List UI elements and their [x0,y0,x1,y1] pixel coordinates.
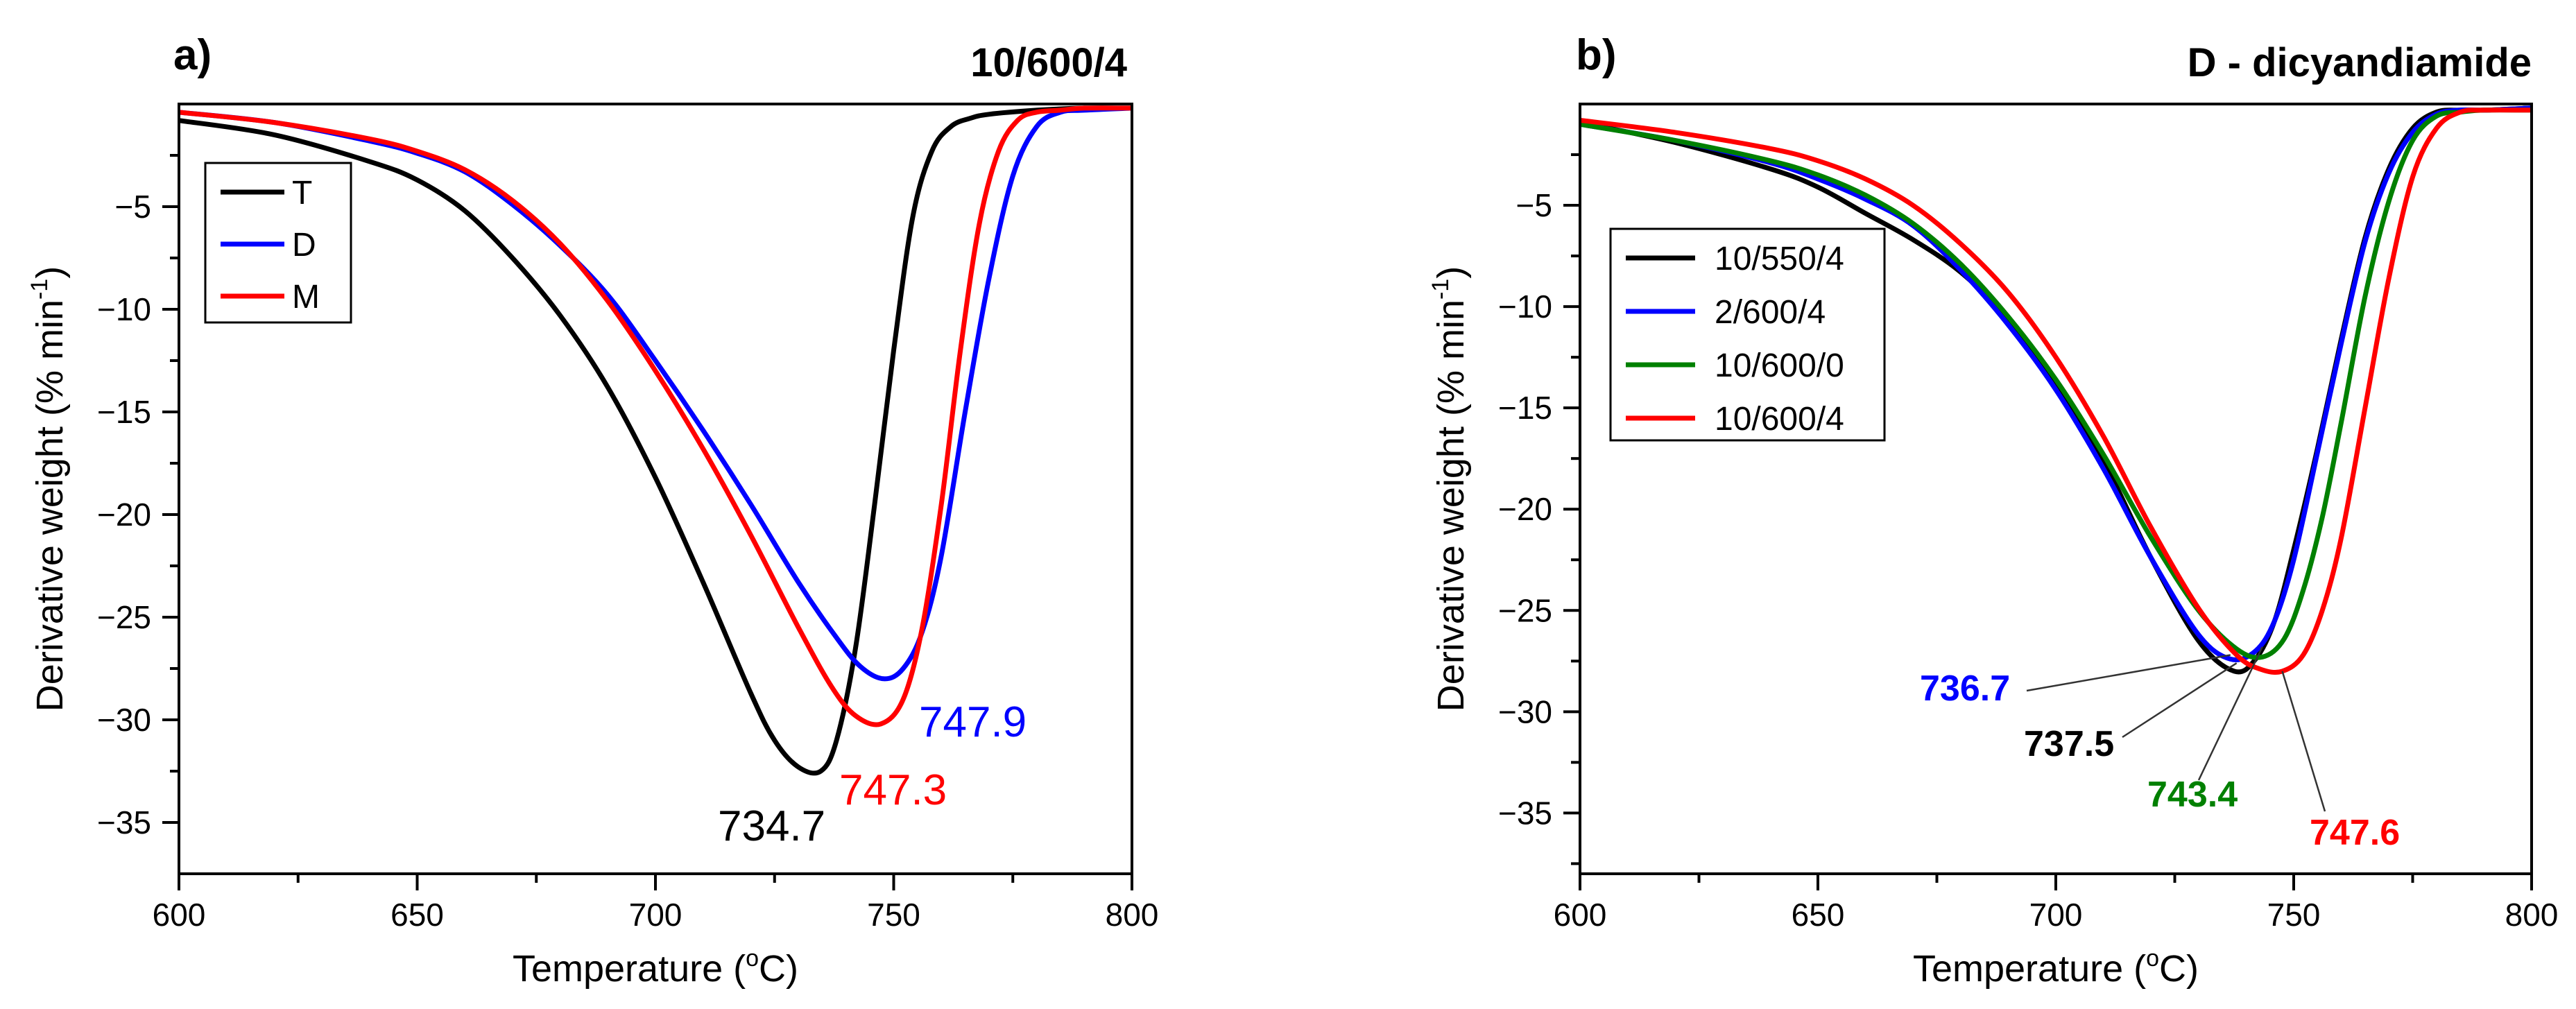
legend-label-0: 10/550/4 [1715,241,1844,277]
y-tick-label: −10 [1498,288,1552,325]
x-tick-label: 750 [2267,897,2321,933]
panel-a: 600 650 700 750 800 −5 −10 −15 −20 −25 −30 −35 Tempe… [26,31,1158,990]
annotation-label-1: 737.5 [2024,724,2114,764]
legend-label-2: 10/600/0 [1715,347,1844,384]
legend-box [1609,227,1886,442]
series-line-1 [1580,105,2532,663]
legend: TDM [204,162,352,324]
panel-label: b) [1576,31,1617,79]
legend-label-0: T [292,175,312,212]
y-tick-label: −25 [1498,592,1552,628]
legend: 10/550/4 2/600/4 10/600/0 10/600/4 [1609,227,1886,442]
y-tick-label: −25 [97,599,151,635]
panel-title: 10/600/4 [970,40,1127,85]
y-tick-label: −10 [97,291,151,327]
x-tick-label: 700 [629,897,682,933]
y-axis-title: Derivative weight (% min-1) [26,266,71,712]
panel-b: 600 650 700 750 800 −5 −10 −15 −20 −25 −30 −35 Tempe… [1427,31,2558,990]
annotation-leader-0 [2026,654,2231,692]
x-tick-label: 800 [2505,897,2559,933]
x-tick-label: 650 [1792,897,1845,933]
legend-label-1: D [292,227,316,264]
annotation-label-3: 747.6 [2310,813,2400,853]
x-axis-title: Temperature (oC) [513,945,798,990]
y-tick-label: −30 [1498,693,1552,730]
y-tick-label: −20 [97,497,151,533]
y-axis-title: Derivative weight (% min-1) [1427,266,1472,712]
series-line-2 [179,105,1132,727]
annotation-leader-1 [2122,662,2238,739]
annotation-label-0: 734.7 [718,802,825,850]
panel-label: a) [173,31,212,79]
y-tick-label: −35 [1498,795,1552,831]
annotation-label-2: 747.9 [919,698,1027,746]
legend-label-2: M [292,279,320,316]
x-tick-label: 800 [1106,897,1159,933]
y-tick-label: −15 [1498,390,1552,426]
x-tick-label: 700 [2029,897,2083,933]
x-tick-label: 650 [390,897,444,933]
annotation-label-1: 747.3 [839,766,947,814]
panel-title: D - dicyandiamide [2188,40,2532,85]
x-axis-title: Temperature (oC) [1913,945,2199,990]
series-line-0 [179,105,1132,776]
annotation-label-0: 736.7 [1920,669,2010,709]
x-tick-label: 750 [867,897,920,933]
annotation-label-2: 743.4 [2147,775,2238,815]
annotation-leader-2 [2197,646,2263,781]
y-tick-label: −15 [97,394,151,430]
series-line-3 [1580,107,2532,675]
y-tick-label: −5 [1516,187,1552,223]
annotation-leader-3 [2281,671,2326,812]
x-tick-label: 600 [153,897,206,933]
legend-label-3: 10/600/4 [1715,401,1844,438]
y-tick-label: −35 [97,804,151,840]
legend-label-1: 2/600/4 [1715,294,1826,331]
y-tick-label: −5 [115,189,151,225]
x-tick-label: 600 [1554,897,1607,933]
y-tick-label: −30 [97,702,151,738]
y-tick-label: −20 [1498,491,1552,527]
